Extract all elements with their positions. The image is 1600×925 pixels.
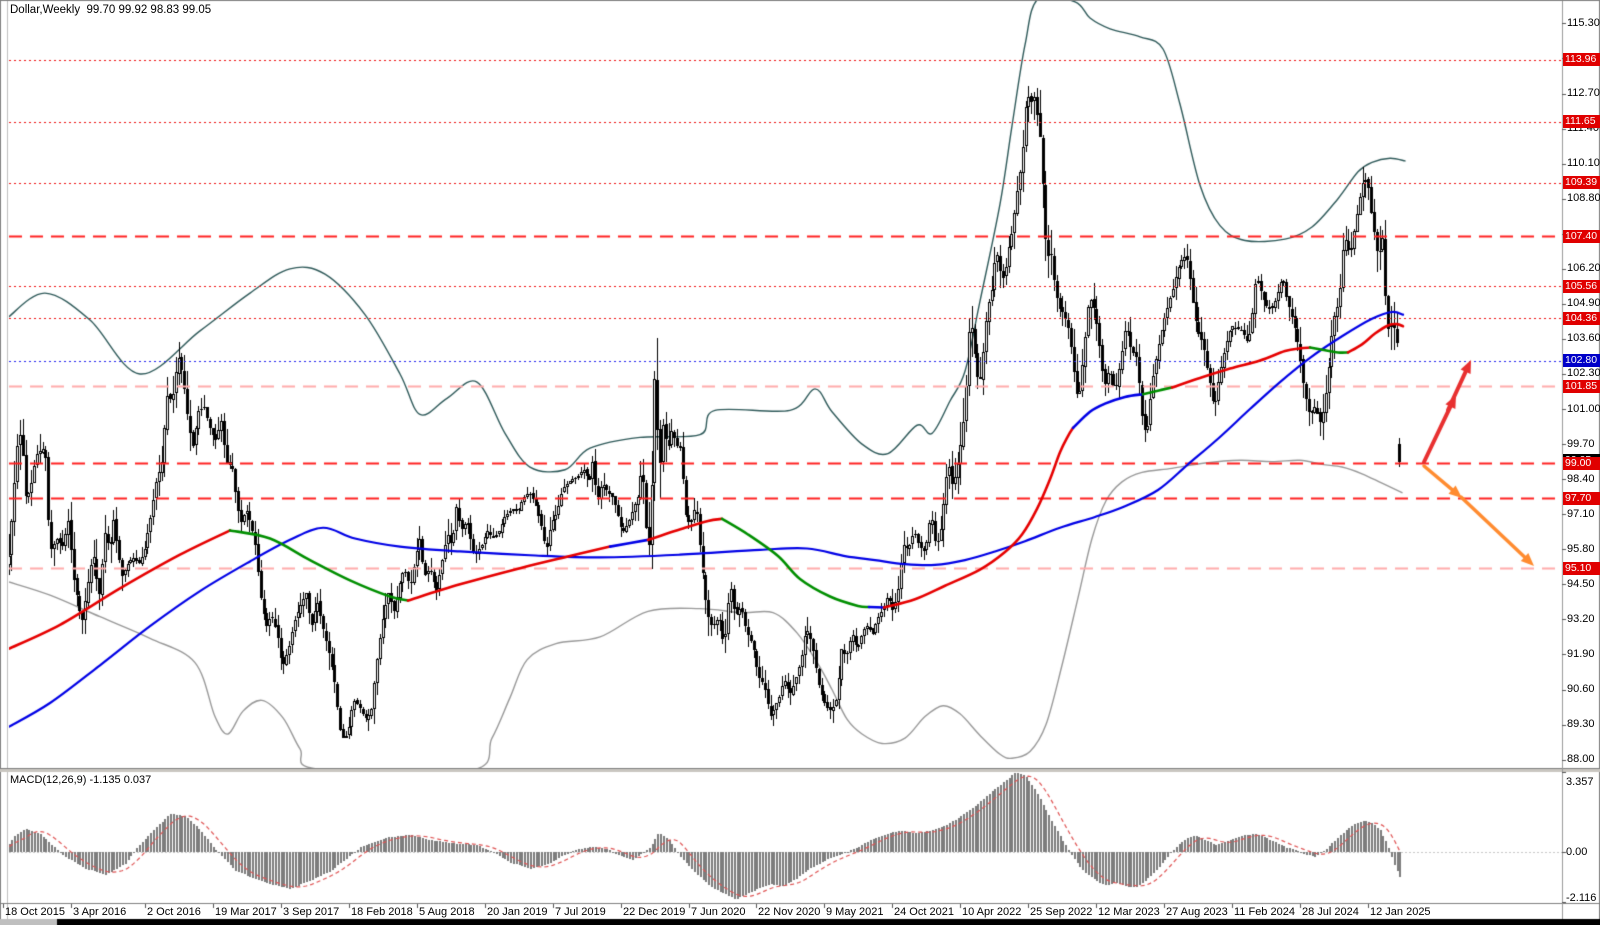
chart-window: Dollar,Weekly 99.70 99.92 98.83 99.05 MA… bbox=[0, 0, 1600, 925]
price-chart-canvas[interactable] bbox=[0, 0, 1600, 925]
